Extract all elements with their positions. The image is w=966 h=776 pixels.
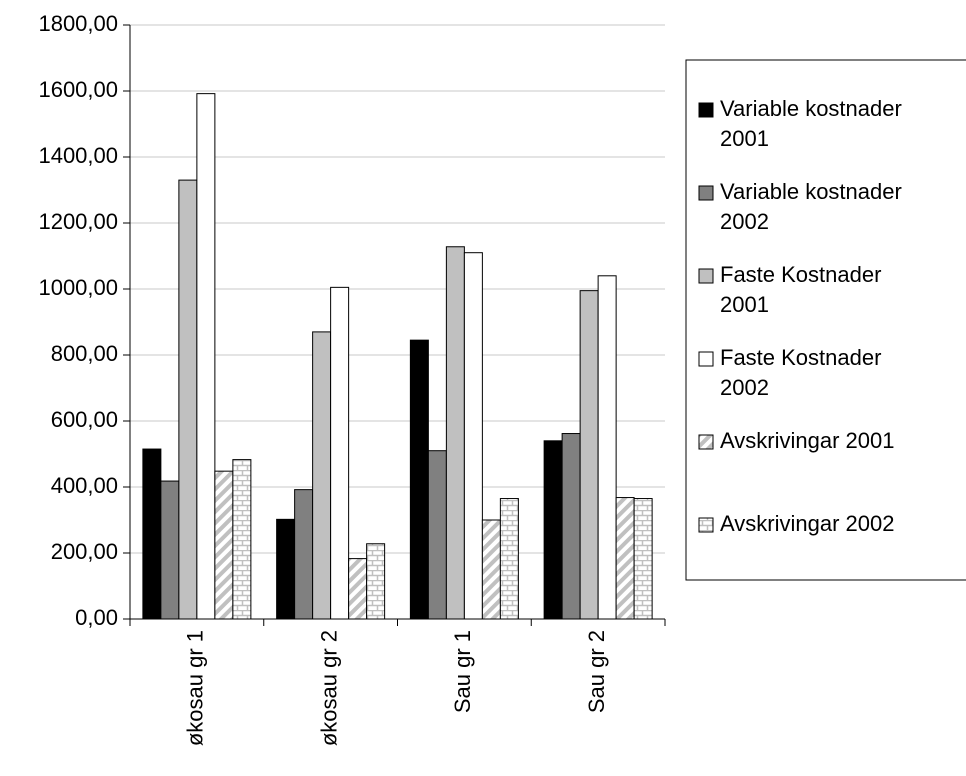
y-tick-label: 1000,00 — [38, 275, 118, 300]
bar — [214, 470, 234, 620]
y-tick-label: 1400,00 — [38, 143, 118, 168]
legend-swatch — [698, 434, 714, 450]
legend-label: Avskrivingar 2001 — [720, 428, 894, 453]
legend-box — [685, 59, 966, 581]
bar — [481, 519, 501, 620]
bar — [366, 543, 386, 620]
legend-label: Variable kostnader 2001 — [720, 96, 902, 151]
y-tick-label: 1600,00 — [38, 77, 118, 102]
legend-swatch — [698, 268, 714, 284]
bar — [579, 290, 599, 620]
y-tick-label: 200,00 — [51, 539, 118, 564]
bar — [294, 489, 314, 620]
x-tick-label: økosau gr 2 — [316, 630, 341, 746]
y-tick-label: 600,00 — [51, 407, 118, 432]
legend-label: Variable kostnader 2002 — [720, 179, 902, 234]
legend-label: Faste Kostnader 2002 — [720, 345, 881, 400]
bar — [276, 518, 296, 620]
x-tick-label: Sau gr 2 — [584, 630, 609, 713]
bar — [196, 93, 216, 620]
bar — [615, 497, 635, 620]
bar — [597, 275, 617, 620]
bar — [160, 480, 180, 620]
bar — [409, 339, 429, 620]
bar — [499, 498, 519, 620]
bar — [330, 286, 350, 620]
bar — [633, 498, 653, 620]
bar — [561, 433, 581, 620]
x-tick-label: økosau gr 1 — [183, 630, 208, 746]
legend-swatch — [698, 351, 714, 367]
bar — [348, 558, 368, 620]
y-tick-label: 800,00 — [51, 341, 118, 366]
bar — [142, 448, 162, 620]
bar — [427, 450, 447, 620]
bar — [543, 440, 563, 620]
bar — [232, 459, 252, 620]
y-tick-label: 1200,00 — [38, 209, 118, 234]
legend-label: Faste Kostnader 2001 — [720, 262, 881, 317]
bar — [445, 246, 465, 620]
bar — [178, 179, 198, 620]
bar — [312, 331, 332, 620]
y-tick-label: 400,00 — [51, 473, 118, 498]
y-tick-label: 0,00 — [75, 605, 118, 630]
x-tick-label: Sau gr 1 — [450, 630, 475, 713]
legend-swatch — [698, 102, 714, 118]
y-tick-label: 1800,00 — [38, 11, 118, 36]
legend-swatch — [698, 185, 714, 201]
legend-swatch — [698, 517, 714, 533]
legend-label: Avskrivingar 2002 — [720, 511, 894, 536]
bar — [463, 252, 483, 620]
